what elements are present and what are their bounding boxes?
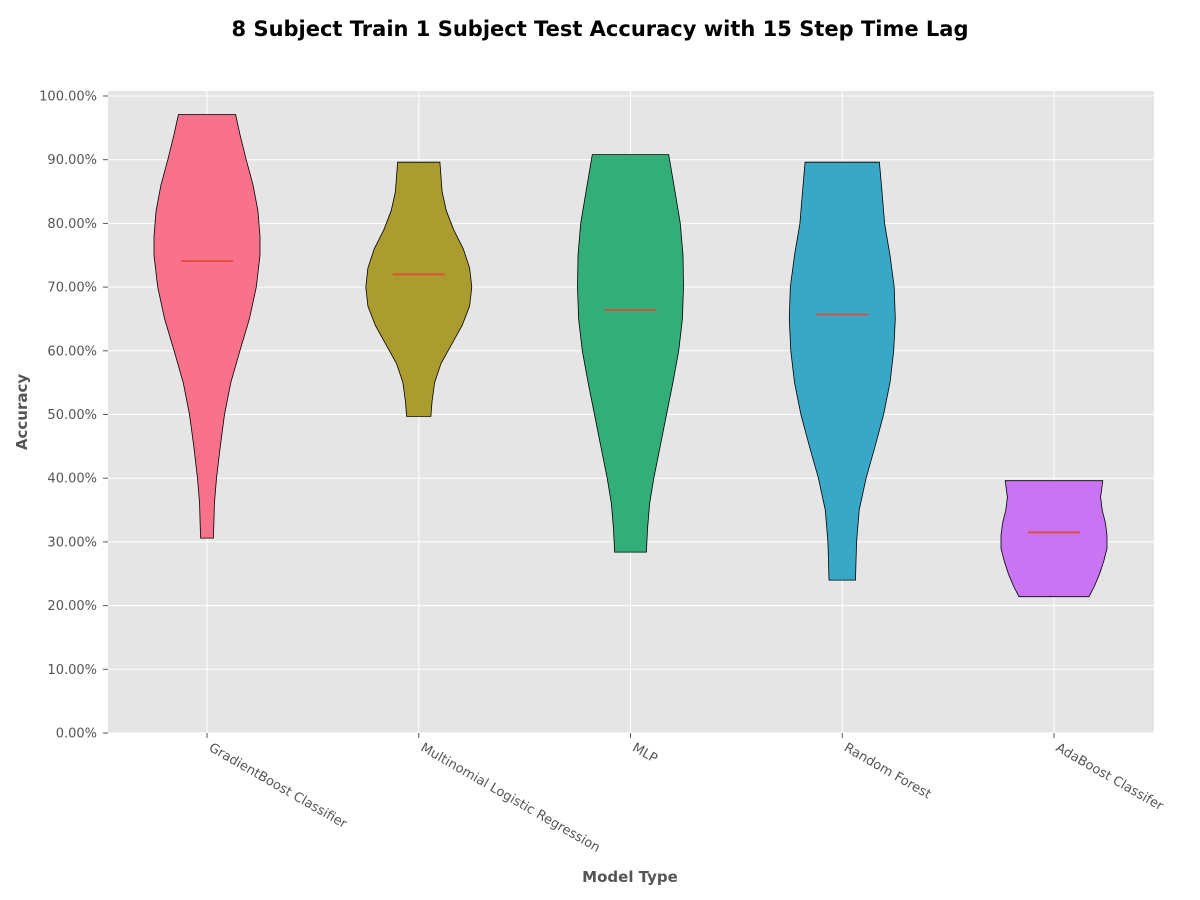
y-tick-label: 90.00% xyxy=(47,153,97,168)
x-tick-label: Multinomial Logistic Regression xyxy=(418,740,603,855)
x-axis-ticks: GradientBoost Classifier Multinomial Logi… xyxy=(206,733,1166,856)
y-tick-label: 80.00% xyxy=(47,217,97,232)
x-tick-label: Random Forest xyxy=(841,740,933,802)
y-tick-label: 70.00% xyxy=(47,281,97,296)
x-tick-label: MLP xyxy=(630,740,660,766)
y-tick-label: 50.00% xyxy=(47,408,97,423)
violin-body xyxy=(153,114,261,539)
violin-body xyxy=(1000,480,1108,598)
y-tick-label: 100.00% xyxy=(39,90,97,105)
y-tick-label: 10.00% xyxy=(47,663,97,678)
violins xyxy=(153,114,1108,598)
x-tick-label: AdaBoost Classifer xyxy=(1053,740,1166,814)
violin-body xyxy=(365,161,473,417)
y-tick-label: 20.00% xyxy=(47,599,97,614)
y-axis-ticks: 0.00% 10.00% 20.00% 30.00% 40.00% 50.00% 60.00… xyxy=(39,90,108,742)
y-tick-label: 40.00% xyxy=(47,472,97,487)
y-tick-label: 30.00% xyxy=(47,535,97,550)
violin-body xyxy=(788,161,896,581)
y-tick-label: 0.00% xyxy=(56,727,97,742)
violin-body xyxy=(577,154,684,553)
x-axis-label: Model Type xyxy=(582,868,678,886)
x-tick-label: GradientBoost Classifier xyxy=(206,740,350,832)
y-axis-label: Accuracy xyxy=(13,374,31,450)
chart-title: 8 Subject Train 1 Subject Test Accuracy … xyxy=(232,17,969,41)
y-tick-label: 60.00% xyxy=(47,344,97,359)
